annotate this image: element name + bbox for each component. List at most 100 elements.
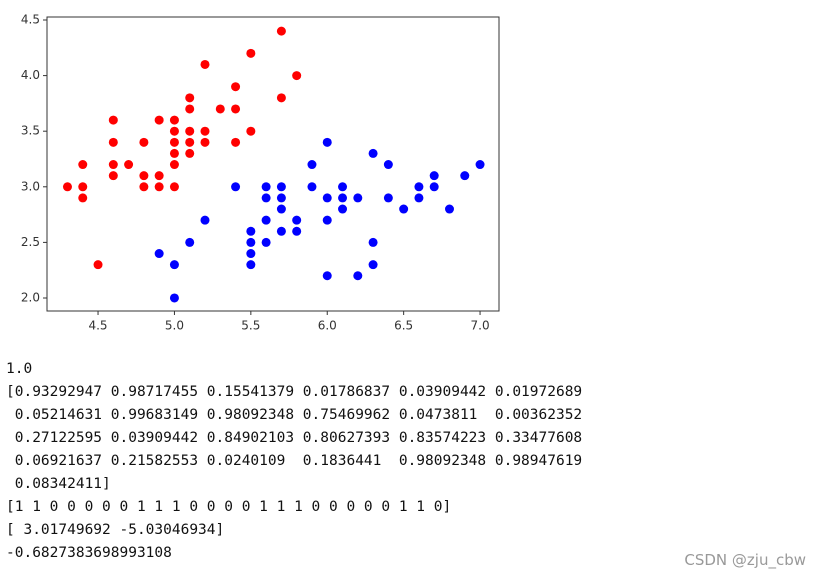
output-line: 0.05214631 0.99683149 0.98092348 0.75469… (6, 407, 583, 423)
point (246, 226, 256, 236)
point (108, 137, 118, 147)
point (246, 48, 256, 58)
point (231, 182, 241, 192)
point (200, 215, 210, 225)
point (169, 137, 179, 147)
point (276, 182, 286, 192)
x-tick-label: 6.0 (318, 319, 337, 333)
point (200, 137, 210, 147)
point (383, 160, 393, 170)
x-tick-label: 5.0 (165, 319, 184, 333)
point (154, 171, 164, 181)
x-tick-label: 5.5 (241, 319, 260, 333)
point (185, 104, 195, 114)
plot-frame (46, 16, 500, 312)
point (383, 193, 393, 203)
point (338, 182, 348, 192)
point (276, 193, 286, 203)
point (322, 271, 332, 281)
point (322, 137, 332, 147)
x-tick-label: 7.0 (471, 319, 490, 333)
point (62, 182, 72, 192)
point (307, 182, 317, 192)
point (276, 26, 286, 36)
y-tick-label: 2.0 (21, 290, 40, 304)
point (185, 137, 195, 147)
output-line: 0.06921637 0.21582553 0.0240109 0.183644… (6, 453, 583, 469)
point (78, 193, 88, 203)
point (246, 237, 256, 247)
point (108, 171, 118, 181)
point (169, 182, 179, 192)
point (231, 104, 241, 114)
point (246, 126, 256, 136)
point (292, 215, 302, 225)
point (169, 148, 179, 158)
point (292, 71, 302, 81)
point (93, 260, 103, 270)
point (276, 226, 286, 236)
point (307, 160, 317, 170)
point (154, 182, 164, 192)
point (124, 160, 134, 170)
point (108, 160, 118, 170)
point (368, 260, 378, 270)
point (338, 193, 348, 203)
point (139, 171, 149, 181)
chart: 4.5 5.0 5.5 6.0 6.5 7.0 2.0 2.5 3.0 3.5 4.0 4.5 (21, 13, 500, 333)
point (276, 93, 286, 103)
point (444, 204, 454, 214)
x-tick-label: 6.5 (394, 319, 413, 333)
y-tick-label: 4.5 (21, 13, 40, 27)
point (353, 193, 363, 203)
y-tick-label: 3.0 (21, 179, 40, 193)
point (231, 82, 241, 92)
y-tick-label: 3.5 (21, 124, 40, 138)
point (78, 182, 88, 192)
output-line: [ 3.01749692 -5.03046934] (6, 522, 225, 538)
cell-output: 1.0 [0.93292947 0.98717455 0.15541379 0.0… (6, 358, 582, 565)
point (292, 226, 302, 236)
point (169, 260, 179, 270)
output-line: -0.6827383698993108 (6, 545, 172, 561)
point (185, 93, 195, 103)
point (475, 160, 485, 170)
point (139, 137, 149, 147)
x-tick-label: 4.5 (88, 319, 107, 333)
y-tick-label: 2.5 (21, 235, 40, 249)
output-line: [1 1 0 0 0 0 0 1 1 1 0 0 0 0 1 1 1 0 0 0… (6, 499, 452, 515)
point (246, 260, 256, 270)
point (169, 293, 179, 303)
point (414, 193, 424, 203)
point (261, 215, 271, 225)
output-line: 0.27122595 0.03909442 0.84902103 0.80627… (6, 430, 583, 446)
point (231, 137, 241, 147)
point (338, 204, 348, 214)
point (261, 193, 271, 203)
point (368, 148, 378, 158)
point (261, 182, 271, 192)
point (429, 171, 439, 181)
point (78, 160, 88, 170)
point (169, 160, 179, 170)
point (399, 204, 409, 214)
point (429, 182, 439, 192)
point (185, 148, 195, 158)
point (139, 182, 149, 192)
y-tick-label: 4.0 (21, 68, 40, 82)
point (185, 237, 195, 247)
watermark: CSDN @zju_cbw (684, 551, 806, 569)
point (414, 182, 424, 192)
point (169, 115, 179, 125)
point (322, 193, 332, 203)
point (200, 59, 210, 69)
point (154, 249, 164, 259)
output-line: 1.0 (6, 361, 33, 377)
point (460, 171, 470, 181)
point (108, 115, 118, 125)
point (215, 104, 225, 114)
point (322, 215, 332, 225)
point (276, 204, 286, 214)
point (185, 126, 195, 136)
point (353, 271, 363, 281)
